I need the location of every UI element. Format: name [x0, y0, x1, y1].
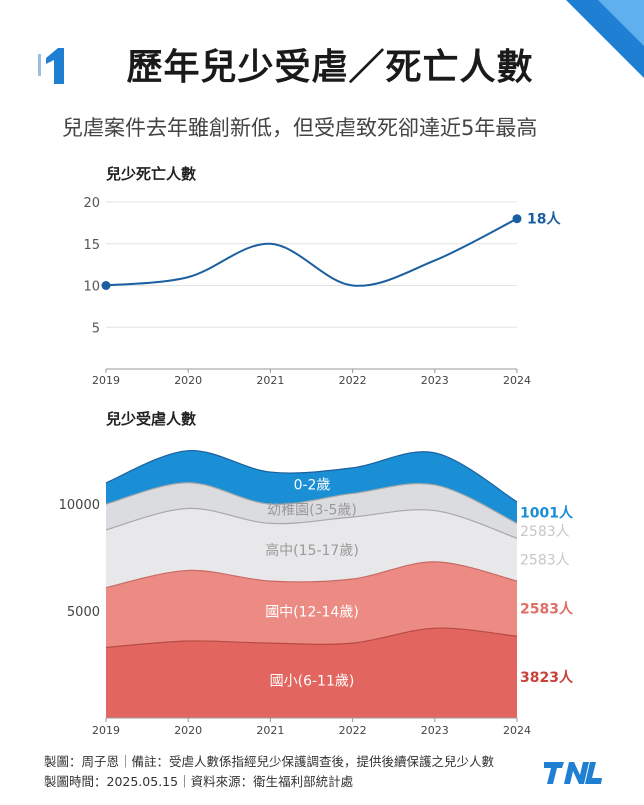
area-end-label: 2583人 — [520, 524, 570, 540]
line-y-tick-label: 10 — [83, 280, 100, 295]
area-boundary-3 — [105, 482, 518, 524]
area-end-label: 2583人 — [520, 553, 570, 569]
footer-line-1: 製圖：周子恩｜備註：受虐人數係指經兒少保護調查後，提供後續保護之兒少人數 — [44, 754, 495, 769]
area-series-label: 0-2歲 — [294, 477, 331, 493]
area-x-tick-label: 2020 — [174, 724, 202, 737]
line-x-tick-label: 2022 — [339, 374, 367, 387]
line-x-tick-label: 2024 — [503, 374, 531, 387]
tnl-logo-icon — [544, 762, 602, 784]
area-boundary-0 — [105, 627, 518, 649]
line-chart-title: 兒少死亡人數 — [106, 165, 196, 183]
line-y-tick-label: 15 — [83, 238, 100, 253]
area-end-label: 2583人 — [520, 601, 574, 618]
area-end-label: 1001人 — [520, 505, 574, 522]
area-boundary-2 — [105, 507, 518, 539]
footer-notes: 製圖：周子恩｜備註：受虐人數係指經兒少保護調查後，提供後續保護之兒少人數 製圖時… — [44, 752, 494, 792]
area-series-label: 高中(15-17歲) — [265, 542, 359, 559]
area-series-label: 國中(12-14歲) — [265, 605, 359, 621]
area-x-tick-label: 2023 — [421, 724, 449, 737]
abuse-count-chart: 兒少受虐人數 5000 10000 2019 2020 2021 2022 2023 202… — [59, 410, 574, 737]
line-x-tick-label: 2019 — [92, 374, 120, 387]
line-x-tick-label: 2023 — [421, 374, 449, 387]
area-end-label: 3823人 — [520, 669, 574, 686]
page-subtitle: 兒虐案件去年雖創新低，但受虐致死卻達近5年最高 — [62, 116, 538, 140]
area-band-2 — [106, 508, 517, 588]
death-end-label: 18人 — [527, 211, 561, 228]
area-y-tick-label: 10000 — [59, 498, 100, 513]
corner-decoration-inner — [598, 0, 644, 46]
line-x-tick-label: 2021 — [256, 374, 284, 387]
area-band-4 — [106, 450, 517, 524]
death-point — [512, 214, 522, 224]
area-boundary-1 — [105, 561, 518, 589]
area-band-1 — [106, 561, 517, 648]
area-x-tick-label: 2022 — [339, 724, 367, 737]
area-band-3 — [106, 482, 517, 539]
area-boundary-4 — [105, 450, 518, 503]
footer-line-2: 製圖時間：2025.05.15｜資料來源：衛生福利部統計處 — [44, 774, 354, 789]
area-series-label: 國小(6-11歲) — [270, 674, 355, 690]
area-band-0 — [106, 628, 517, 718]
line-y-tick-label: 20 — [83, 196, 100, 211]
death-point — [101, 281, 111, 290]
brand-mark-icon — [38, 48, 64, 84]
area-chart-title: 兒少受虐人數 — [106, 410, 196, 428]
area-x-tick-label: 2021 — [256, 724, 284, 737]
line-y-tick-label: 5 — [92, 321, 100, 336]
line-x-tick-label: 2020 — [174, 374, 202, 387]
area-x-tick-label: 2019 — [92, 724, 120, 737]
page-title: 歷年兒少受虐／死亡人數 — [126, 47, 534, 88]
area-series-label: 幼稚園(3-5歲) — [267, 503, 357, 519]
area-y-tick-label: 5000 — [67, 605, 100, 620]
area-x-tick-label: 2024 — [503, 724, 531, 737]
death-series-line — [105, 217, 518, 287]
